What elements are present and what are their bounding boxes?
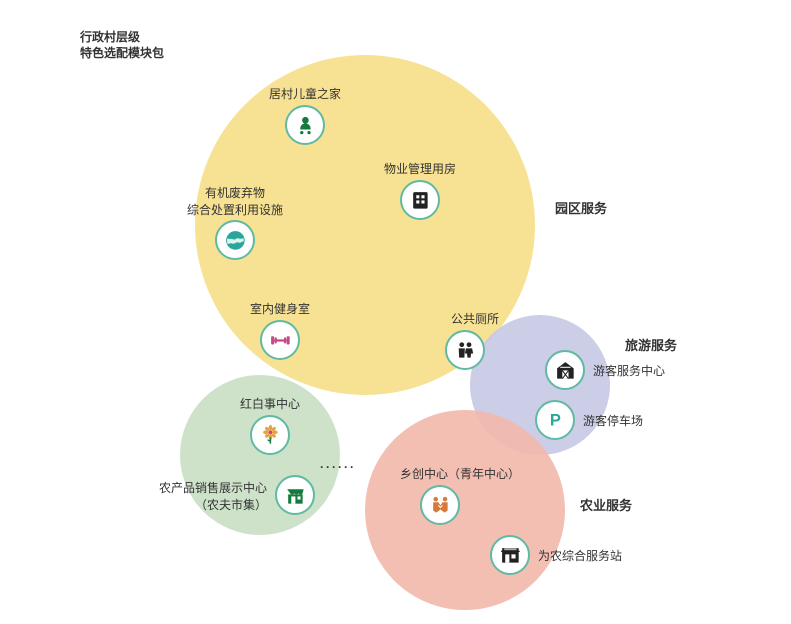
waste-label: 有机废弃物综合处置利用设施 xyxy=(187,184,283,218)
visitor-label: 游客服务中心 xyxy=(593,362,665,379)
toilet-icon xyxy=(445,330,485,370)
waste-icon xyxy=(215,220,255,260)
category-label: 旅游服务 xyxy=(625,335,677,354)
page-title: 行政村层级特色选配模块包 xyxy=(80,30,164,61)
property-label: 物业管理用房 xyxy=(384,160,456,177)
category-circle-agri xyxy=(365,410,565,610)
youth-label: 乡创中心（青年中心） xyxy=(400,465,520,482)
child-icon xyxy=(285,105,325,145)
agrisvc-label: 为农综合服务站 xyxy=(538,547,622,564)
diagram-canvas: 行政村层级特色选配模块包园区服务旅游服务农业服务 ······ 居村儿童之家有机废弃… xyxy=(0,0,791,624)
agrisvc-icon xyxy=(490,535,530,575)
category-label: 农业服务 xyxy=(580,495,632,514)
market-label: 农产品销售展示中心（农夫市集） xyxy=(159,479,267,513)
category-label: 园区服务 xyxy=(555,198,607,217)
youth-icon xyxy=(420,485,460,525)
toilet-label: 公共厕所 xyxy=(451,310,499,327)
gym-label: 室内健身室 xyxy=(250,300,310,317)
gym-icon xyxy=(260,320,300,360)
child-label: 居村儿童之家 xyxy=(269,85,341,102)
svg-text:P: P xyxy=(549,410,560,429)
ritual-label: 红白事中心 xyxy=(240,395,300,412)
market-icon xyxy=(275,475,315,515)
visitor-icon xyxy=(545,350,585,390)
parking-label: 游客停车场 xyxy=(583,412,643,429)
property-icon xyxy=(400,180,440,220)
title-line1: 行政村层级 xyxy=(80,30,140,44)
ellipsis: ······ xyxy=(320,460,356,474)
title-line2: 特色选配模块包 xyxy=(80,46,164,60)
parking-icon: P xyxy=(535,400,575,440)
ritual-icon xyxy=(250,415,290,455)
